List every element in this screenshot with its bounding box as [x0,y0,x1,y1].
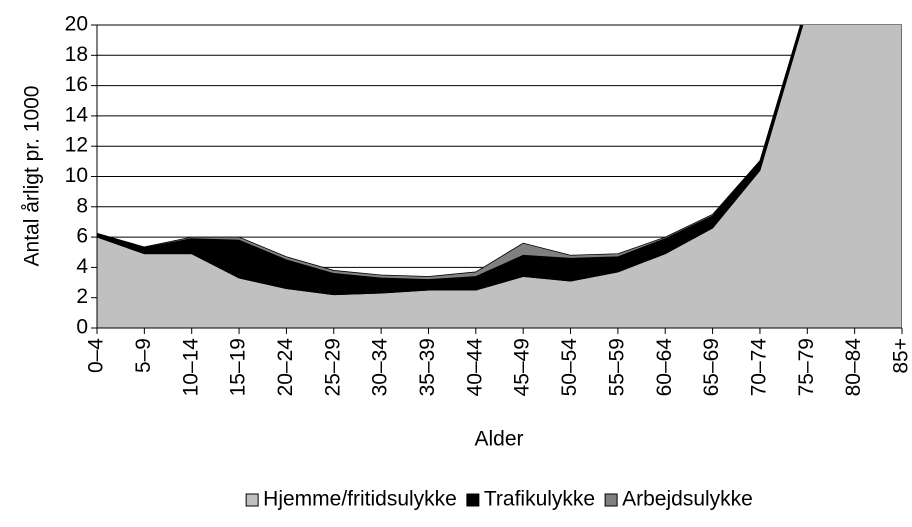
x-tick-label: 65–69 [700,338,723,396]
x-tick-label: 15–19 [227,338,250,396]
x-tick-label: 80–84 [842,338,865,397]
x-tick-label: 25–29 [321,338,344,396]
x-tick-label: 20–24 [274,338,297,397]
y-axis-label: Antal årligt pr. 1000 [21,86,44,267]
legend-swatch [245,493,259,507]
legend-item: Hjemme/fritidsulykke [245,488,457,511]
legend-label: Hjemme/fritidsulykke [263,488,457,511]
x-tick-label: 55–59 [605,338,628,396]
y-tick-label: 18 [65,43,88,66]
y-tick-label: 2 [76,285,88,308]
y-tick-label: 0 [76,316,88,339]
x-tick-label: 35–39 [416,338,439,396]
x-tick-label: 50–54 [558,338,581,397]
area [97,25,801,280]
y-tick-label: 14 [65,103,89,126]
x-tick-label: 10–14 [179,338,202,397]
y-tick-label: 16 [65,73,88,96]
legend-swatch [466,493,480,507]
axes: 0 2 4 6 8 10 12 14 16 18 20 0–4 5–9 10–14 15–19 20–24 25… [65,13,912,397]
legend-label: Arbejdsulykke [622,488,753,511]
x-tick-label: 60–64 [653,338,676,397]
y-tick-label: 8 [76,194,88,217]
x-tick-label: 70–74 [747,338,770,397]
y-tick-label: 10 [65,164,88,187]
x-tick-label: 40–44 [463,338,486,397]
legend-label: Trafikulykke [484,488,595,511]
x-tick-label: 5–9 [132,338,155,373]
x-tick-label: 45–49 [511,338,534,396]
x-tick-label: 0–4 [85,338,108,373]
legend-swatch [604,493,618,507]
x-axis-label: Alder [474,428,523,451]
x-tick-label: 85+ [890,338,912,374]
y-tick-label: 12 [65,134,88,157]
legend-item: Arbejdsulykke [604,488,753,511]
y-tick-label: 4 [76,255,88,278]
x-tick-label: 30–34 [369,338,392,397]
legend: Hjemme/fritidsulykke Trafikulykke Arbejdsu… [245,488,753,511]
areas [97,25,902,328]
legend-item: Trafikulykke [466,488,595,511]
y-tick-label: 6 [76,225,88,248]
y-tick-label: 20 [65,13,88,36]
x-tick-label: 75–79 [795,338,818,396]
